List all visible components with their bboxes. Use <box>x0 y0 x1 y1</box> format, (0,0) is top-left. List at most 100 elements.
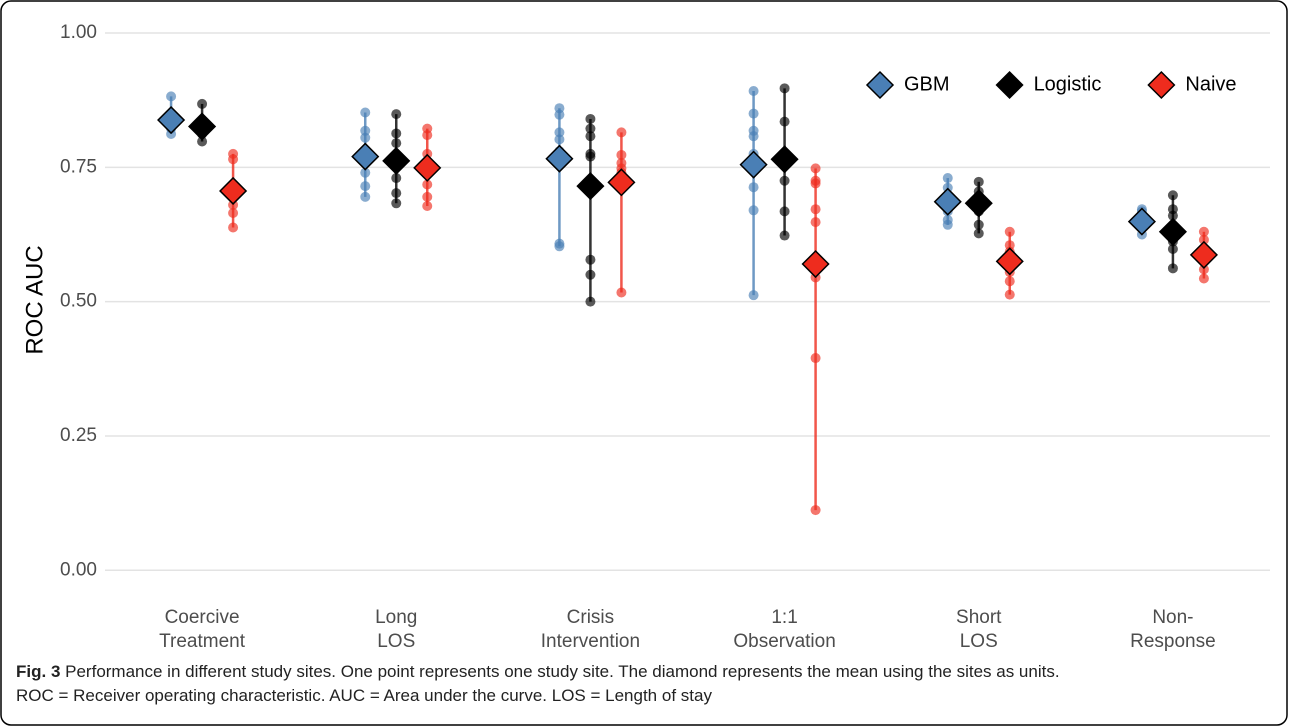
site-point <box>1198 273 1209 284</box>
site-point <box>1167 243 1178 254</box>
mean-diamond <box>413 153 442 182</box>
site-point <box>973 228 984 239</box>
x-tick-label: Observation <box>733 631 835 652</box>
mean-diamond <box>1158 217 1187 246</box>
site-point <box>422 200 433 211</box>
site-point <box>360 125 371 136</box>
site-point <box>779 83 790 94</box>
site-point <box>779 230 790 241</box>
site-point <box>1198 234 1209 245</box>
site-point <box>1167 210 1178 221</box>
mean-diamond <box>739 150 768 179</box>
y-tick-label: 0.50 <box>60 291 97 312</box>
caption-text: ROC = Receiver operating characteristic.… <box>16 686 712 705</box>
mean-diamond <box>219 176 248 206</box>
x-tick-label: 1:1 <box>771 607 797 628</box>
y-tick-label: 0.25 <box>60 425 97 446</box>
site-point <box>228 154 239 165</box>
site-point <box>391 188 402 199</box>
site-point <box>585 254 596 265</box>
site-point <box>810 204 821 215</box>
site-point <box>585 123 596 134</box>
site-point <box>422 179 433 190</box>
legend-label: Logistic <box>1034 73 1102 95</box>
site-point <box>391 138 402 149</box>
site-point <box>942 219 953 230</box>
site-point <box>197 98 208 109</box>
mean-diamond <box>382 146 411 175</box>
site-point <box>391 128 402 139</box>
site-point <box>360 181 371 192</box>
site-point <box>585 131 596 142</box>
site-point <box>422 191 433 202</box>
site-point <box>228 207 239 218</box>
site-point <box>748 182 759 193</box>
x-tick-label: Crisis <box>567 607 615 628</box>
y-tick-label: 0.75 <box>60 156 97 177</box>
site-point <box>973 219 984 230</box>
site-point <box>585 113 596 124</box>
site-point <box>779 116 790 127</box>
x-tick-label: LOS <box>960 631 998 652</box>
x-tick-label: Long <box>375 607 417 628</box>
x-tick-label: Response <box>1130 631 1216 652</box>
site-point <box>810 505 821 516</box>
site-point <box>810 217 821 228</box>
site-point <box>748 86 759 97</box>
caption: Fig. 3 Performance in different study si… <box>16 660 1271 708</box>
x-tick-label: Intervention <box>541 631 640 652</box>
site-point <box>554 134 565 145</box>
site-point <box>1167 190 1178 201</box>
mean-diamond <box>995 247 1024 276</box>
mean-diamond <box>157 105 186 135</box>
mean-diamond <box>801 249 830 279</box>
site-point <box>422 130 433 141</box>
legend-marker <box>865 70 895 100</box>
site-point <box>810 163 821 174</box>
x-tick-label: LOS <box>377 631 415 652</box>
site-point <box>585 269 596 280</box>
site-point <box>585 296 596 307</box>
site-point <box>1004 226 1015 237</box>
site-point <box>360 191 371 202</box>
site-point <box>748 108 759 119</box>
mean-diamond <box>933 187 962 216</box>
mean-diamond <box>351 142 380 171</box>
site-point <box>360 132 371 143</box>
y-tick-label: 1.00 <box>60 22 97 43</box>
site-point <box>942 173 953 184</box>
x-tick-label: Non- <box>1152 607 1193 628</box>
site-point <box>391 109 402 120</box>
site-point <box>616 149 627 160</box>
caption-text: Performance in different study sites. On… <box>65 662 1060 681</box>
caption-label: Fig. 3 <box>16 662 61 681</box>
site-point <box>554 127 565 138</box>
site-point <box>1167 263 1178 274</box>
site-point <box>616 287 627 298</box>
site-point <box>779 206 790 217</box>
mean-diamond <box>188 112 217 141</box>
site-point <box>779 175 790 186</box>
site-point <box>228 222 239 233</box>
site-point <box>391 173 402 184</box>
site-point <box>585 151 596 162</box>
x-tick-label: Treatment <box>159 631 246 652</box>
site-point <box>360 167 371 178</box>
site-point <box>973 176 984 187</box>
site-point <box>554 241 565 252</box>
mean-diamond <box>964 189 993 218</box>
mean-diamond <box>576 172 605 201</box>
legend-label: GBM <box>904 73 950 95</box>
site-point <box>1004 289 1015 300</box>
site-point <box>748 131 759 142</box>
site-point <box>1198 226 1209 237</box>
mean-diamond <box>545 144 574 173</box>
mean-diamond <box>1127 207 1156 236</box>
site-point <box>1198 264 1209 275</box>
site-point <box>616 127 627 138</box>
site-point <box>554 109 565 120</box>
y-axis-label: ROC AUC <box>21 245 48 354</box>
site-point <box>391 198 402 209</box>
